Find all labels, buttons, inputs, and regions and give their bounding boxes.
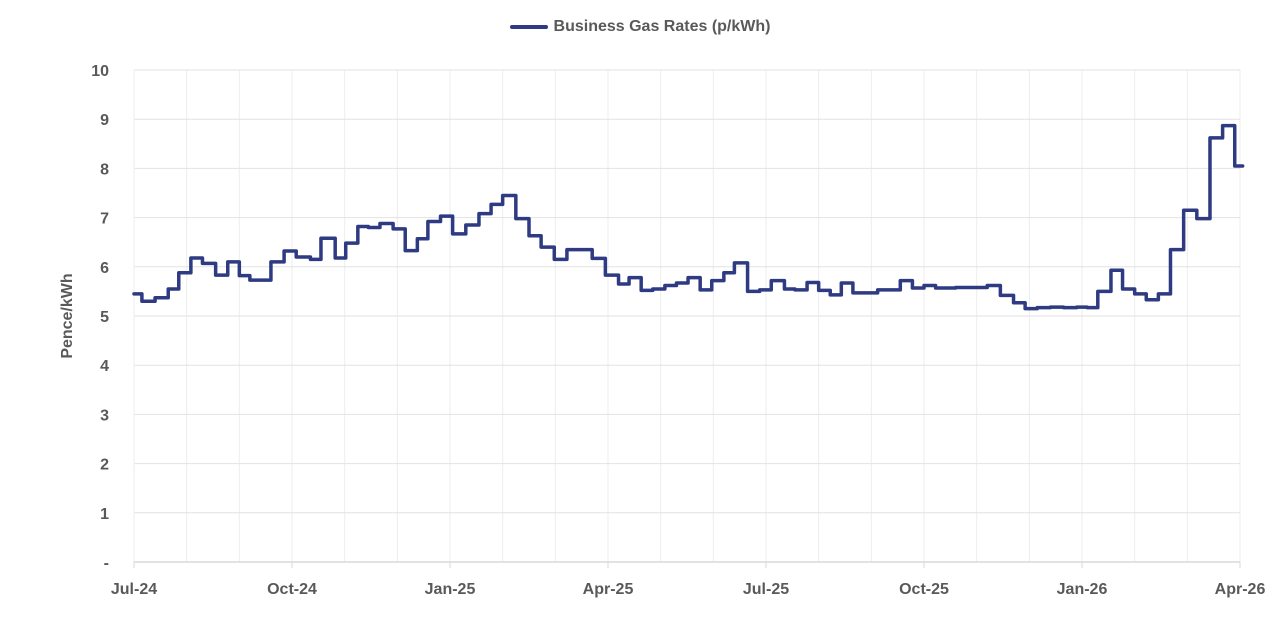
x-tick-label: Jul-25 xyxy=(743,581,789,598)
x-tick-label: Jan-26 xyxy=(1057,581,1108,598)
y-tick-label: 5 xyxy=(100,309,109,326)
y-tick-label: 4 xyxy=(100,358,109,375)
x-tick-label: Oct-25 xyxy=(899,581,949,598)
legend: Business Gas Rates (p/kWh) xyxy=(0,18,1280,36)
legend-swatch-icon xyxy=(509,25,548,29)
y-tick-label: - xyxy=(104,555,109,572)
x-tick-label: Apr-25 xyxy=(583,581,634,598)
series-line xyxy=(132,123,1245,311)
y-tick-label: 2 xyxy=(100,457,109,474)
legend-label: Business Gas Rates (p/kWh) xyxy=(553,18,771,35)
y-tick-label: 9 xyxy=(100,112,109,129)
y-tick-label: 10 xyxy=(91,63,109,80)
y-tick-label: 8 xyxy=(100,161,109,178)
y-tick-label: 6 xyxy=(100,260,109,277)
y-tick-label: 3 xyxy=(100,407,109,424)
x-tick-label: Apr-26 xyxy=(1215,581,1266,598)
y-tick-label: 1 xyxy=(100,506,109,523)
x-tick-label: Jan-25 xyxy=(425,581,476,598)
x-tick-label: Jul-24 xyxy=(111,581,157,598)
y-tick-label: 7 xyxy=(100,211,109,228)
x-tick-label: Oct-24 xyxy=(267,581,317,598)
